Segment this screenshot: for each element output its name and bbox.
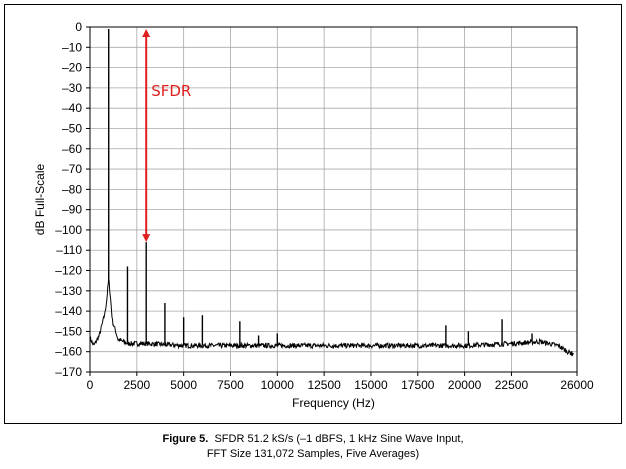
x-tick-label: 20000 <box>448 378 482 392</box>
y-tick-label: –140 <box>55 304 82 318</box>
y-tick-label: –40 <box>62 101 82 115</box>
y-tick-label: –50 <box>62 121 82 135</box>
x-tick-label: 17500 <box>401 378 435 392</box>
y-tick-label: –30 <box>62 81 82 95</box>
y-tick-label: –70 <box>62 162 82 176</box>
x-tick-label: 22500 <box>495 378 529 392</box>
x-axis: 0 2500 5000 7500 10000 12500 15000 17500 20000 22… <box>87 372 594 392</box>
y-tick-label: –130 <box>55 284 82 298</box>
sfdr-label: SFDR <box>151 82 191 100</box>
x-tick-label: 0 <box>87 378 94 392</box>
grid <box>89 26 578 373</box>
y-tick-label: –60 <box>62 142 82 156</box>
y-axis-label: dB Full-Scale <box>33 164 47 236</box>
y-tick-label: 0 <box>75 20 82 34</box>
x-tick-label: 7500 <box>217 378 244 392</box>
x-tick-label: 12500 <box>307 378 341 392</box>
y-tick-label: –100 <box>55 223 82 237</box>
y-tick-label: –80 <box>62 182 82 196</box>
y-tick-label: –20 <box>62 61 82 75</box>
y-tick-label: –10 <box>62 40 82 54</box>
y-tick-label: –120 <box>55 264 82 278</box>
x-tick-label: 10000 <box>261 378 295 392</box>
figure-label: Figure 5. <box>162 433 209 445</box>
sfdr-annotation: SFDR <box>142 29 191 243</box>
sfdr-arrow-head-top <box>142 29 151 38</box>
plot-border <box>89 26 578 373</box>
noise-floor-trace <box>89 277 574 357</box>
sfdr-spectrum-chart: 0 –10 –20 –30 –40 –50 –60 –70 –80 –90 –100 –110 –120… <box>33 20 594 410</box>
y-axis: 0 –10 –20 –30 –40 –50 –60 –70 –80 –90 –100 –110 –120… <box>55 20 90 379</box>
figure-caption: Figure 5. SFDR 51.2 kS/s (–1 dBFS, 1 kHz… <box>0 432 626 462</box>
x-tick-label: 26000 <box>560 378 594 392</box>
chart-frame <box>4 4 622 424</box>
x-tick-label: 15000 <box>354 378 388 392</box>
y-tick-label: –110 <box>56 243 82 257</box>
y-tick-label: –150 <box>55 324 82 338</box>
caption-line-2: FFT Size 131,072 Samples, Five Averages) <box>206 448 420 460</box>
x-tick-label: 2500 <box>123 378 150 392</box>
caption-line-1: SFDR 51.2 kS/s (–1 dBFS, 1 kHz Sine Wave… <box>214 433 464 445</box>
sfdr-arrow-head-bottom <box>142 234 151 243</box>
y-tick-label: –160 <box>55 345 82 359</box>
spectrum-series <box>89 29 574 357</box>
y-tick-label: –170 <box>55 365 82 379</box>
x-tick-label: 5000 <box>170 378 197 392</box>
x-axis-label: Frequency (Hz) <box>292 396 375 410</box>
y-tick-label: –90 <box>62 203 82 217</box>
